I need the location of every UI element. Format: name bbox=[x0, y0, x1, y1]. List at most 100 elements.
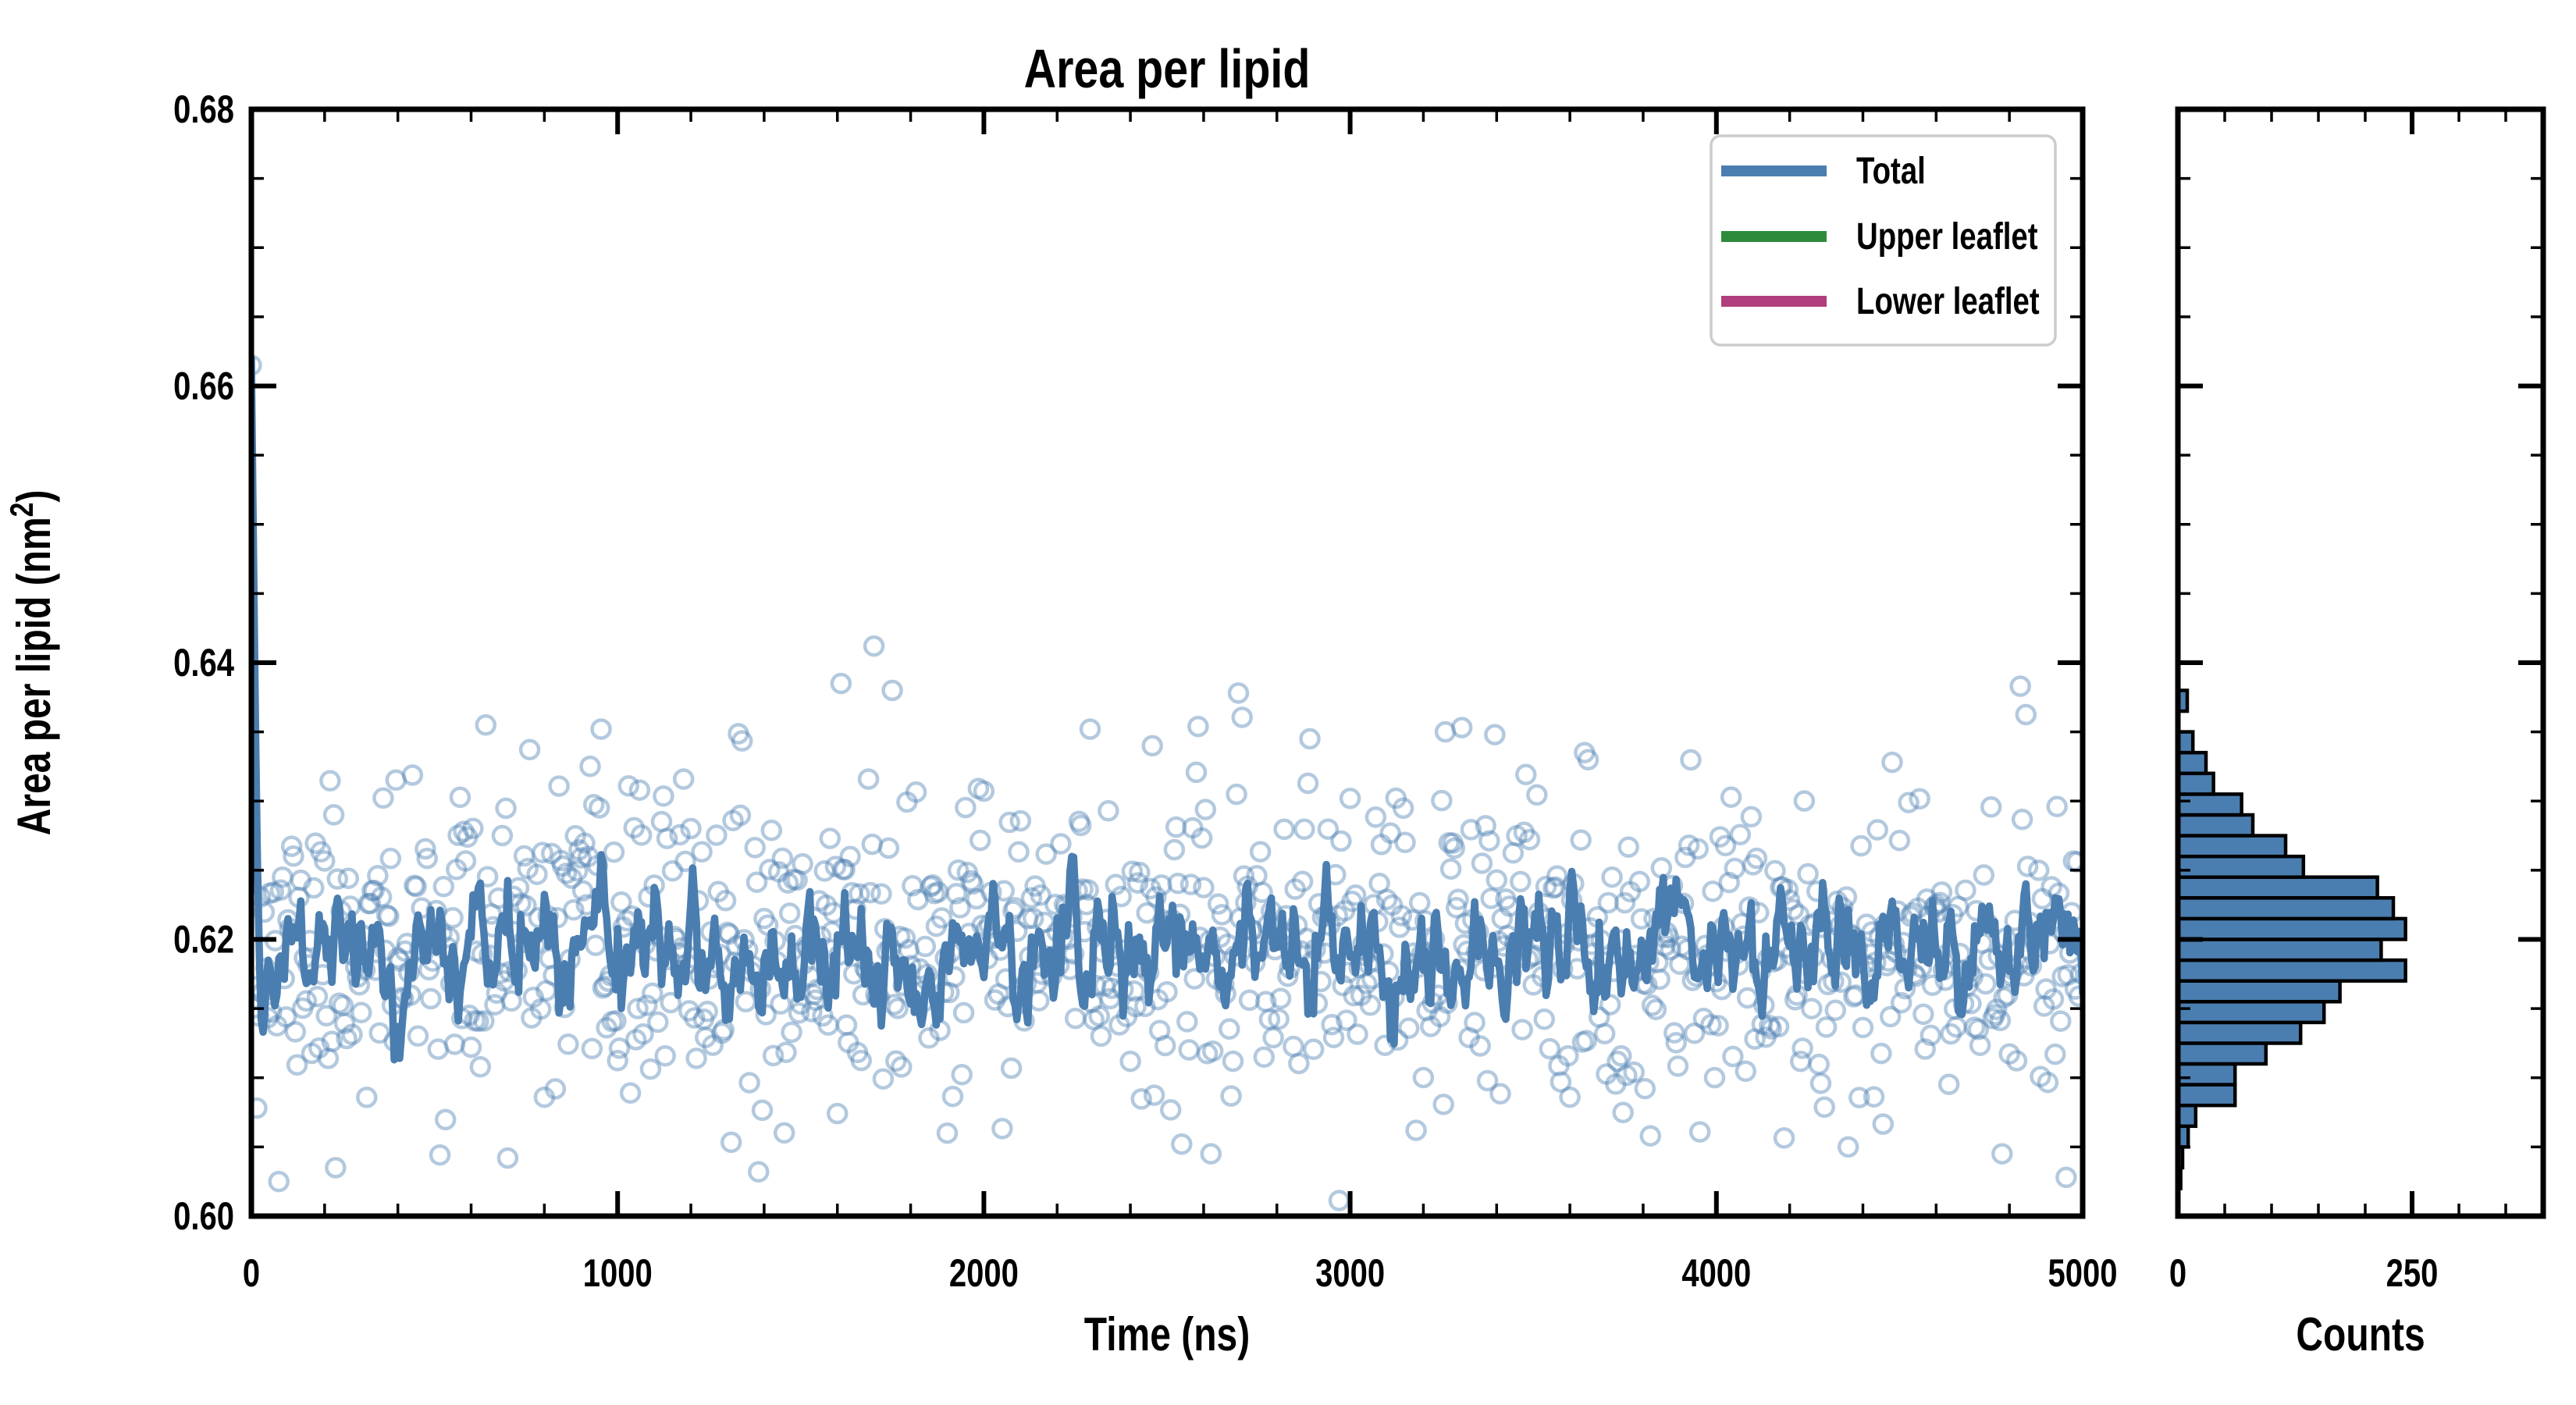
hist-bar bbox=[2180, 1083, 2237, 1108]
scatter-point bbox=[1616, 1064, 1638, 1087]
scatter-point bbox=[1143, 1084, 1165, 1106]
hist-bar bbox=[2180, 771, 2215, 796]
scatter-point bbox=[432, 876, 455, 898]
scatter-point bbox=[1745, 847, 1768, 870]
scatter-point bbox=[272, 866, 294, 888]
scatter-point bbox=[1760, 1018, 1782, 1040]
legend-label-lower-leaflet: Lower leaflet bbox=[1856, 281, 2040, 322]
scatter-point bbox=[1575, 1030, 1597, 1051]
scatter-point bbox=[696, 1001, 718, 1023]
scatter-point bbox=[962, 873, 984, 895]
scatter-point bbox=[1888, 830, 1911, 852]
scatter-point bbox=[1506, 824, 1528, 847]
scatter-point bbox=[427, 1038, 450, 1060]
scatter-point bbox=[1489, 1083, 1511, 1105]
scatter-point bbox=[1238, 989, 1261, 1012]
scatter-point bbox=[358, 892, 379, 915]
scatter-point bbox=[1333, 900, 1356, 922]
scatter-point bbox=[1570, 829, 1592, 851]
scatter-point bbox=[777, 872, 799, 894]
scatter-point bbox=[857, 768, 880, 790]
scatter-point bbox=[319, 770, 341, 792]
y-axis-label-part-0: Area per lipid (nm bbox=[8, 517, 60, 835]
scatter-point bbox=[639, 1058, 662, 1080]
scatter-point bbox=[1665, 1032, 1687, 1054]
scatter-point bbox=[877, 837, 900, 859]
scatter-point bbox=[1273, 818, 1295, 841]
scatter-point bbox=[405, 876, 427, 898]
scatter-point bbox=[1985, 998, 2008, 1021]
hist-bar bbox=[2180, 916, 2407, 941]
scatter-point bbox=[1513, 821, 1535, 844]
scatter-point bbox=[1605, 1073, 1627, 1095]
scatter-point bbox=[1850, 834, 1872, 857]
scatter-point bbox=[1963, 1016, 1986, 1038]
scatter-point bbox=[254, 354, 262, 376]
y-tick-label: 0.66 bbox=[173, 364, 234, 407]
scatter-point bbox=[457, 826, 479, 848]
scatter-point bbox=[2009, 675, 2031, 697]
scatter-point bbox=[632, 1023, 654, 1045]
scatter-point bbox=[2069, 962, 2080, 985]
scatter-point bbox=[1268, 1008, 1290, 1030]
scatter-point bbox=[1588, 1006, 1610, 1028]
scatter-point bbox=[462, 817, 484, 840]
hist-bar bbox=[2180, 958, 2407, 983]
scatter-point bbox=[1628, 870, 1651, 893]
scatter-point bbox=[321, 1030, 343, 1053]
scatter-point bbox=[1165, 816, 1187, 838]
scatter-point bbox=[656, 827, 678, 849]
scatter-point bbox=[1429, 1005, 1451, 1028]
scatter-point bbox=[1445, 897, 1468, 919]
scatter-point bbox=[1801, 998, 1823, 1019]
scatter-point bbox=[1321, 1013, 1343, 1036]
scatter-point bbox=[468, 1010, 489, 1033]
scatter-point bbox=[1998, 1043, 2020, 1065]
scatter-point bbox=[1856, 913, 1877, 935]
axis-ticks bbox=[249, 107, 2543, 1218]
scatter-point bbox=[590, 718, 612, 740]
scatter-point bbox=[927, 881, 949, 903]
plot-render-root: 0.60 0.62 0.64 0.66 0.68 0 1000 2000 3000 4000 500… bbox=[173, 87, 2546, 1295]
scatter-point bbox=[753, 907, 775, 930]
hist-x-tick-label: 250 bbox=[2386, 1251, 2439, 1295]
scatter-point bbox=[332, 994, 354, 1016]
scatter-point bbox=[1297, 772, 1319, 795]
scatter-point bbox=[1542, 877, 1564, 899]
scatter-point bbox=[1612, 1101, 1634, 1124]
scatter-point bbox=[947, 859, 970, 881]
hist-bar bbox=[2180, 688, 2190, 713]
scatter-point bbox=[936, 1122, 959, 1144]
scatter-point bbox=[1870, 1042, 1892, 1065]
scatter-point bbox=[885, 1050, 907, 1072]
scatter-point bbox=[555, 863, 578, 884]
scatter-point bbox=[2035, 978, 2057, 1000]
scatter-point bbox=[872, 1068, 895, 1090]
scatter-point bbox=[691, 841, 713, 863]
scatter-point bbox=[532, 841, 553, 864]
scatter-point bbox=[2005, 1050, 2028, 1072]
scatter-point bbox=[902, 875, 923, 897]
hist-x-tick-label: 0 bbox=[2169, 1251, 2186, 1295]
scatter-point bbox=[745, 871, 768, 893]
scatter-point bbox=[1394, 831, 1416, 854]
scatter-point bbox=[1379, 822, 1401, 845]
scatter-point bbox=[1526, 784, 1548, 806]
scatter-point bbox=[672, 768, 695, 790]
scatter-point bbox=[702, 1034, 724, 1056]
scatter-point bbox=[1251, 881, 1273, 903]
scatter-point bbox=[1967, 1019, 1990, 1040]
scatter-point bbox=[266, 1015, 288, 1037]
scatter-point bbox=[1707, 1015, 1729, 1037]
scatter-point bbox=[923, 883, 945, 905]
scatter-point bbox=[706, 824, 728, 846]
scatter-point bbox=[635, 994, 658, 1016]
scatter-point bbox=[605, 1010, 627, 1032]
scatter-point bbox=[1940, 1023, 1962, 1045]
scatter-point bbox=[1596, 1063, 1617, 1085]
scatter-point bbox=[1024, 875, 1046, 897]
scatter-point bbox=[1548, 1055, 1570, 1076]
scatter-point bbox=[1614, 891, 1636, 914]
scatter-point bbox=[1660, 938, 1681, 961]
scatter-point bbox=[907, 888, 929, 911]
